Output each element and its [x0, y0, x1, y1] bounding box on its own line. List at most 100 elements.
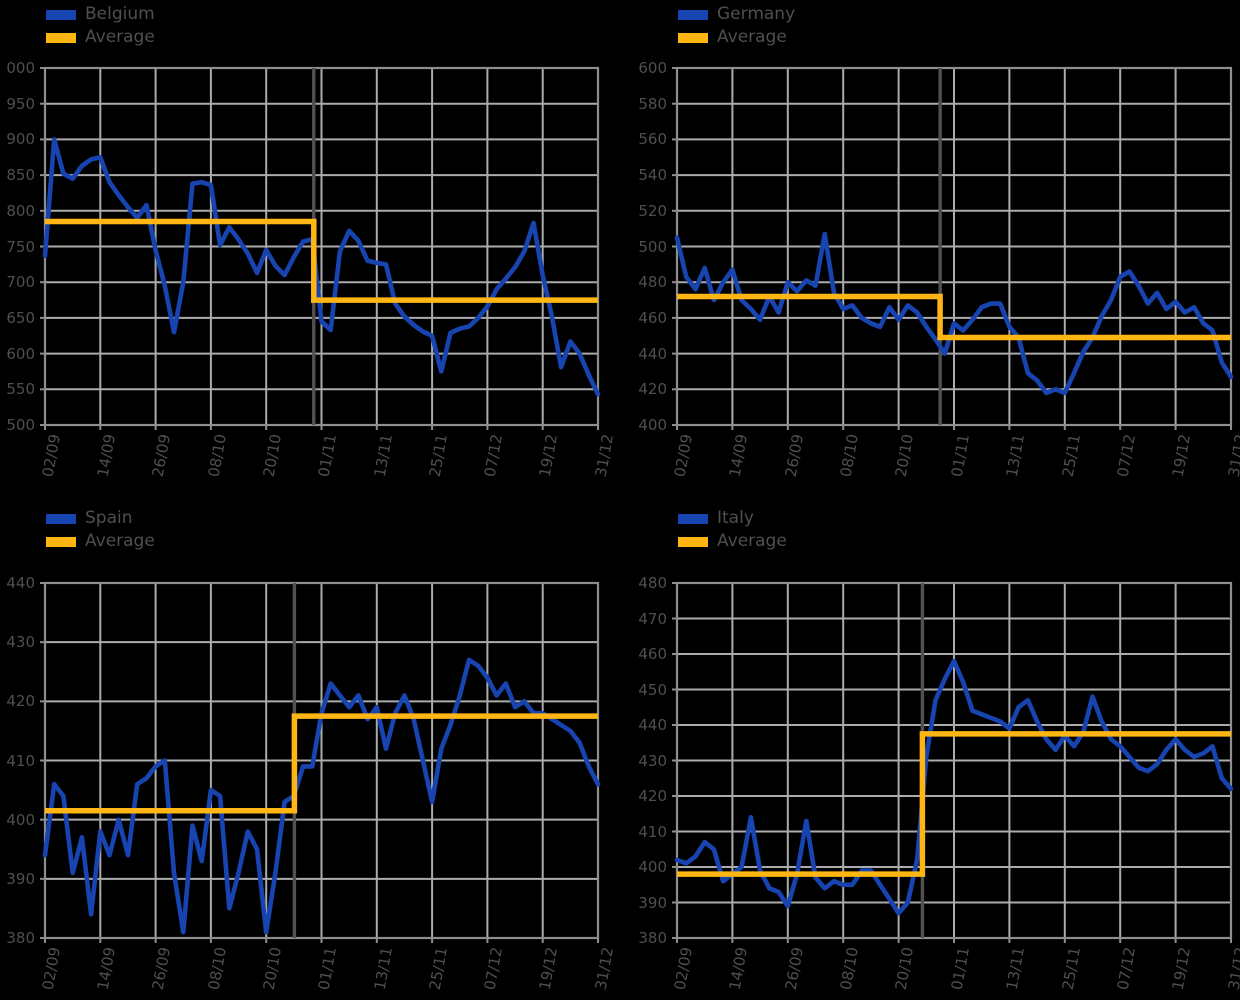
x-tick-label: 07/12 — [480, 945, 507, 992]
y-tick-label: 480 — [638, 273, 667, 292]
y-tick-label: 700 — [6, 273, 35, 292]
legend-entry-average: Average — [678, 28, 795, 47]
x-tick-label: 25/11 — [425, 945, 451, 992]
y-tick-label: 410 — [6, 751, 35, 770]
y-tick-label: 450 — [638, 680, 667, 699]
legend-italy: Italy Average — [678, 509, 787, 551]
chart-germany-plot — [672, 66, 1234, 430]
average-line-swatch — [46, 32, 76, 43]
average-line-swatch — [46, 536, 76, 547]
y-tick-label: 900 — [6, 130, 35, 149]
y-tick-label: 400 — [638, 416, 667, 434]
x-tick-label: 14/09 — [725, 432, 752, 479]
x-tick-label: 02/09 — [38, 945, 64, 992]
y-tick-label: 600 — [638, 59, 667, 77]
y-tick-label: 470 — [638, 609, 667, 628]
x-tick-label: 26/09 — [149, 945, 175, 992]
y-tick-label: 440 — [638, 716, 667, 734]
legend-series-label: Italy — [717, 508, 754, 528]
x-tick-label: 08/10 — [836, 945, 862, 992]
x-tick-label: 07/12 — [1113, 432, 1139, 479]
legend-spain: Spain Average — [46, 509, 155, 551]
x-tick-label: 31/12 — [1224, 945, 1240, 992]
y-tick-label: 440 — [638, 344, 667, 363]
x-tick-label: 02/09 — [670, 945, 696, 992]
x-tick-label: 25/11 — [1058, 945, 1084, 992]
x-tick-label: 13/11 — [370, 945, 396, 992]
y-tick-label: 430 — [6, 633, 35, 652]
x-tick-label: 20/10 — [259, 945, 285, 992]
y-tick-label: 800 — [6, 201, 35, 220]
y-tick-label: 950 — [6, 94, 35, 113]
x-tick-label: 08/10 — [836, 432, 862, 479]
x-tick-label: 14/09 — [93, 945, 120, 992]
x-tick-label: 20/10 — [892, 432, 918, 479]
x-tick-label: 07/12 — [1113, 945, 1139, 992]
x-tick-label: 31/12 — [591, 945, 617, 992]
y-tick-label: 550 — [6, 380, 35, 399]
legend-series-label: Germany — [717, 4, 796, 24]
y-tick-label: 850 — [6, 166, 35, 185]
y-tick-label: 400 — [638, 858, 667, 876]
legend-average-label: Average — [85, 27, 155, 47]
y-tick-label: 390 — [638, 893, 667, 912]
x-tick-label: 02/09 — [38, 432, 64, 479]
x-tick-label: 19/12 — [536, 432, 562, 479]
y-tick-label: 500 — [638, 237, 667, 256]
x-tick-label: 13/11 — [1002, 945, 1029, 992]
legend-average-label: Average — [717, 531, 787, 551]
y-tick-label: 460 — [638, 645, 667, 663]
y-tick-label: 600 — [6, 344, 35, 363]
average-line-swatch — [678, 32, 708, 43]
y-tick-label: 400 — [6, 810, 35, 829]
y-tick-label: 480 — [638, 574, 667, 592]
legend-entry-series: Germany — [678, 5, 795, 24]
series-line-swatch — [678, 9, 708, 20]
x-tick-label: 20/10 — [892, 945, 918, 992]
x-tick-label: 19/12 — [1169, 432, 1195, 479]
y-tick-label: 420 — [638, 787, 667, 805]
legend-average-label: Average — [717, 27, 787, 47]
average-line-swatch — [678, 536, 708, 547]
y-tick-label: 420 — [638, 380, 667, 399]
x-tick-label: 20/10 — [259, 432, 285, 479]
x-tick-label: 13/11 — [1002, 432, 1029, 479]
chart-italy-plot — [672, 581, 1234, 943]
x-tick-label: 01/11 — [315, 945, 341, 992]
x-tick-label: 19/12 — [536, 945, 562, 992]
x-tick-label: 01/11 — [315, 432, 341, 479]
legend-entry-average: Average — [46, 28, 155, 47]
y-tick-label: 500 — [6, 416, 35, 434]
y-tick-label: 380 — [638, 929, 667, 947]
legend-entry-average: Average — [678, 532, 787, 551]
y-tick-label: 420 — [6, 692, 35, 711]
chart-spain-plot — [40, 581, 601, 943]
x-tick-label: 13/11 — [370, 432, 396, 479]
series-line-swatch — [46, 513, 76, 524]
legend-entry-series: Spain — [46, 509, 155, 528]
legend-series-label: Spain — [85, 508, 133, 528]
y-tick-label: 430 — [638, 751, 667, 770]
y-tick-label: 410 — [638, 822, 667, 841]
x-tick-label: 02/09 — [670, 432, 696, 479]
x-tick-label: 14/09 — [725, 945, 752, 992]
legend-average-label: Average — [85, 531, 155, 551]
y-tick-label: 750 — [6, 237, 35, 256]
y-tick-label: 540 — [638, 166, 667, 185]
x-tick-label: 08/10 — [204, 945, 230, 992]
legend-germany: Germany Average — [678, 5, 795, 47]
y-tick-label: 1 000 — [0, 59, 35, 77]
y-tick-label: 390 — [6, 869, 35, 888]
x-tick-label: 19/12 — [1169, 945, 1195, 992]
series-line-swatch — [678, 513, 708, 524]
x-tick-label: 25/11 — [1058, 432, 1084, 479]
x-tick-label: 31/12 — [1224, 432, 1240, 479]
legend-entry-average: Average — [46, 532, 155, 551]
y-tick-label: 560 — [638, 130, 667, 149]
x-tick-label: 26/09 — [781, 945, 807, 992]
legend-belgium: Belgium Average — [46, 5, 155, 47]
y-tick-label: 520 — [638, 201, 667, 220]
x-tick-label: 01/11 — [947, 945, 973, 992]
series-line-swatch — [46, 9, 76, 20]
